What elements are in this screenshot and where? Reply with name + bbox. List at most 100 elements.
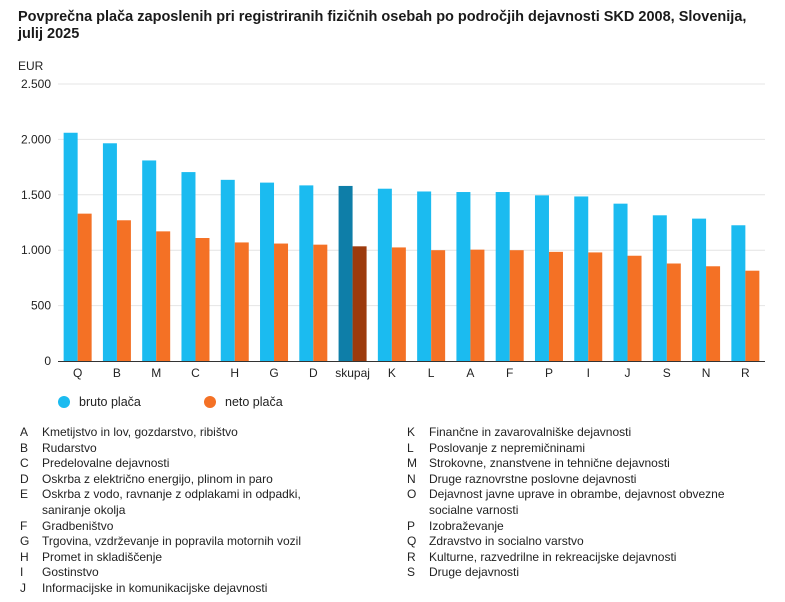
legend-item-bruto[interactable]: bruto plača [58, 395, 141, 409]
code-letter: I [20, 565, 24, 580]
x-tick-label: skupaj [335, 366, 370, 380]
y-tick-label: 1.500 [21, 188, 51, 202]
bar-bruto-M [142, 160, 157, 361]
code-entry-J: J Informacijske in komunikacijske dejavno… [20, 581, 350, 597]
code-letter: S [407, 565, 416, 580]
code-letter: H [20, 549, 29, 564]
x-tick-label: Q [73, 366, 82, 380]
bar-neto-H [234, 242, 249, 361]
code-letter: J [20, 580, 26, 595]
bar-neto-A [470, 249, 485, 361]
bar-bruto-K [377, 188, 392, 361]
code-description: Gradbeništvo [42, 518, 114, 533]
code-entry-C: C Predelovalne dejavnosti [20, 456, 350, 472]
y-tick-label: 2.500 [21, 77, 51, 91]
bar-bruto-L [417, 191, 432, 361]
bar-bruto-P [534, 195, 549, 361]
code-description: Rudarstvo [42, 440, 97, 455]
code-description: Izobraževanje [429, 518, 504, 533]
code-entry-M: M Strokovne, znanstvene in tehnične dejav… [407, 456, 767, 472]
code-description: Trgovina, vzdrževanje in popravila motor… [42, 534, 302, 549]
code-entry-S: S Druge dejavnosti [407, 565, 767, 581]
bar-bruto-D [299, 185, 314, 361]
code-letter: B [20, 440, 29, 455]
code-description: Kulturne, razvedrilne in rekreacijske de… [429, 549, 677, 564]
x-tick-label: N [702, 366, 711, 380]
code-description: Poslovanje z nepremičninami [429, 440, 586, 455]
x-tick-label: P [545, 366, 553, 380]
code-description: Finančne in zavarovalniške dejavnosti [429, 425, 632, 439]
code-list-left: A Kmetijstvo in lov, gozdarstvo, ribištvo… [20, 425, 350, 597]
bar-bruto-skupaj [338, 185, 353, 361]
code-letter: G [20, 534, 30, 549]
legend-marker-bruto [58, 396, 70, 408]
code-description: Informacijske in komunikacijske dejavnos… [42, 580, 268, 595]
legend-label-neto: neto plača [225, 395, 283, 409]
y-tick-label: 500 [31, 299, 51, 313]
x-tick-label: B [113, 366, 121, 380]
code-letter: D [20, 471, 29, 486]
code-description: Kmetijstvo in lov, gozdarstvo, ribištvo [42, 425, 238, 439]
code-letter: N [407, 471, 416, 486]
code-letter: E [20, 487, 29, 502]
x-tick-label: L [428, 366, 435, 380]
legend-item-neto[interactable]: neto plača [204, 395, 283, 409]
bar-neto-P [548, 251, 563, 361]
code-entry-H: H Promet in skladiščenje [20, 550, 350, 566]
code-letter: F [20, 518, 28, 533]
x-tick-label: R [741, 366, 750, 380]
bar-neto-S [666, 263, 681, 361]
code-entry-N: N Druge raznovrstne poslovne dejavnosti [407, 472, 767, 488]
bar-neto-F [509, 250, 524, 361]
code-description: Druge raznovrstne poslovne dejavnosti [429, 471, 637, 486]
code-entry-F: F Gradbeništvo [20, 519, 350, 535]
code-entry-K: K Finančne in zavarovalniške dejavnosti [407, 425, 767, 441]
code-letter: Q [407, 534, 417, 549]
bar-bruto-Q [63, 132, 78, 361]
code-letter: M [407, 456, 417, 471]
bar-neto-I [588, 252, 603, 361]
code-description: Oskrba z vodo, ravnanje z odplakami in o… [42, 487, 301, 517]
bar-neto-Q [77, 213, 92, 361]
code-letter: A [20, 425, 29, 439]
code-entry-O: O Dejavnost javne uprave in obrambe, deja… [407, 487, 767, 518]
code-entry-E: E Oskrba z vodo, ravnanje z odplakami in … [20, 487, 350, 518]
x-tick-label: C [191, 366, 200, 380]
code-entry-P: P Izobraževanje [407, 519, 767, 535]
code-entry-Q: Q Zdravstvo in socialno varstvo [407, 534, 767, 550]
x-tick-label: G [269, 366, 278, 380]
x-tick-label: H [230, 366, 239, 380]
legend-label-bruto: bruto plača [79, 395, 141, 409]
code-entry-R: R Kulturne, razvedrilne in rekreacijske d… [407, 550, 767, 566]
code-description: Strokovne, znanstvene in tehnične dejavn… [429, 456, 670, 471]
code-letter: P [407, 518, 416, 533]
bar-bruto-C [181, 172, 196, 361]
legend-marker-neto [204, 396, 216, 408]
x-tick-label: F [506, 366, 513, 380]
code-description: Dejavnost javne uprave in obrambe, dejav… [429, 487, 725, 517]
x-tick-label: M [151, 366, 161, 380]
bar-neto-N [706, 266, 721, 361]
bar-neto-B [116, 220, 131, 361]
bar-neto-L [431, 250, 446, 361]
bar-bruto-R [731, 225, 746, 361]
chart-title: Povprečna plača zaposlenih pri registrir… [18, 9, 747, 42]
bar-bruto-F [495, 192, 510, 361]
y-tick-label: 1.000 [21, 243, 51, 257]
y-tick-label: 0 [44, 354, 51, 368]
x-tick-label: K [388, 366, 396, 380]
x-tick-label: A [466, 366, 474, 380]
x-tick-label: I [587, 366, 590, 380]
code-description: Druge dejavnosti [429, 565, 520, 580]
bar-bruto-A [456, 192, 471, 361]
code-description: Promet in skladiščenje [42, 549, 163, 564]
code-description: Oskrba z električno energijo, plinom in … [42, 471, 273, 486]
x-tick-label: J [625, 366, 631, 380]
code-letter: K [407, 425, 416, 439]
code-list-right: K Finančne in zavarovalniške dejavnosti L P… [407, 425, 767, 581]
bar-neto-J [627, 255, 642, 361]
code-entry-L: L Poslovanje z nepremičninami [407, 441, 767, 457]
y-tick-label: 2.000 [21, 132, 51, 146]
code-entry-B: B Rudarstvo [20, 441, 350, 457]
